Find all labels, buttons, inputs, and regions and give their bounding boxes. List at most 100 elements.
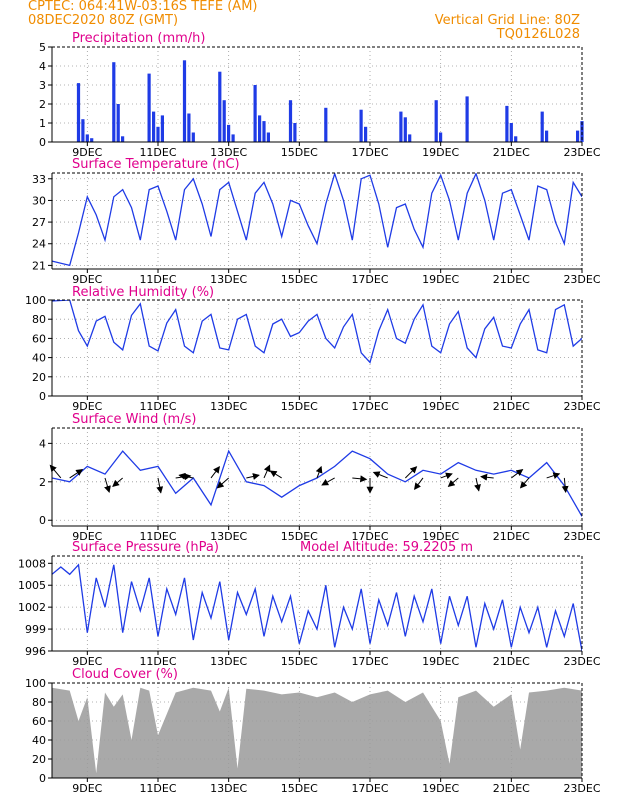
- x-tick-label: 23DEC: [563, 146, 600, 159]
- x-tick-label: 19DEC: [422, 146, 459, 159]
- precip-bar: [112, 62, 116, 143]
- x-tick-label: 9DEC: [72, 655, 102, 668]
- x-tick-label: 23DEC: [563, 655, 600, 668]
- header-station: CPTEC: 064:41W-03:16S TEFE (AM): [28, 0, 258, 14]
- x-tick-label: 17DEC: [351, 400, 388, 413]
- wind-vector-arrow: [414, 477, 424, 491]
- precip-bar: [218, 71, 222, 142]
- precip-bar: [545, 130, 549, 142]
- precip-bar: [147, 73, 151, 142]
- x-tick-label: 21DEC: [493, 273, 530, 286]
- wind-vector-arrow: [519, 477, 530, 489]
- wind-vector-arrow: [474, 477, 481, 492]
- x-tick-label: 17DEC: [351, 530, 388, 543]
- wind-vector-arrow: [315, 465, 323, 479]
- precip-bar: [116, 104, 120, 142]
- precip-bar: [76, 83, 81, 142]
- panel-5: 996 999 1002 1005 1008 9DEC 11DEC 13DEC 15DEC 17D…: [18, 540, 601, 668]
- x-tick-label: 17DEC: [351, 655, 388, 668]
- y-tick-label: 100: [25, 677, 46, 690]
- y-tick-label: 0: [39, 390, 46, 403]
- y-tick-label: 40: [32, 352, 46, 365]
- wind-vector-arrow: [352, 475, 368, 483]
- x-tick-label: 21DEC: [493, 146, 530, 159]
- panel-title: Precipitation (mm/h): [72, 31, 205, 46]
- x-tick-label: 13DEC: [210, 400, 247, 413]
- wind-vector-arrow: [263, 464, 271, 479]
- precip-bar: [359, 109, 363, 142]
- x-tick-label: 19DEC: [422, 400, 459, 413]
- y-tick-label: 40: [32, 734, 46, 747]
- y-tick-label: 60: [32, 715, 46, 728]
- x-tick-label: 15DEC: [281, 655, 318, 668]
- x-tick-label: 15DEC: [281, 530, 318, 543]
- header-run-date: 08DEC2020 80Z (GMT): [28, 13, 179, 28]
- x-tick-label: 15DEC: [281, 400, 318, 413]
- x-tick-label: 13DEC: [210, 273, 247, 286]
- wind-vector-arrow: [269, 470, 282, 479]
- wind-vector-arrow: [210, 466, 221, 479]
- y-tick-label: 27: [32, 216, 46, 229]
- x-tick-label: 21DEC: [493, 530, 530, 543]
- y-tick-label: 3: [39, 79, 46, 92]
- x-tick-label: 11DEC: [139, 146, 176, 159]
- precip-bar: [182, 60, 187, 142]
- y-tick-label: 1008: [18, 557, 46, 570]
- y-tick-label: 80: [32, 696, 46, 709]
- panel-6: 0 20 40 60 80 100 9DEC 11DEC 13DEC 15DEC 17DEC 19DE…: [25, 667, 601, 795]
- y-tick-label: 2: [39, 98, 46, 111]
- precip-bar: [253, 85, 257, 142]
- precip-bar: [191, 132, 195, 142]
- y-tick-label: 4: [39, 60, 46, 73]
- header-grid-note: Vertical Grid Line: 80Z: [434, 13, 580, 28]
- y-tick-label: 60: [32, 332, 46, 345]
- x-tick-label: 11DEC: [139, 273, 176, 286]
- series-line: [52, 300, 582, 364]
- precip-bar: [364, 126, 368, 142]
- wind-vector-arrow: [156, 477, 164, 494]
- x-tick-label: 23DEC: [563, 782, 600, 795]
- precip-bar: [399, 111, 403, 142]
- panel-annotation: Model Altitude: 59.2205 m: [300, 540, 473, 555]
- x-tick-label: 15DEC: [281, 273, 318, 286]
- y-tick-label: 1005: [18, 579, 46, 592]
- series-line: [52, 563, 582, 651]
- x-tick-label: 9DEC: [72, 273, 102, 286]
- x-tick-label: 23DEC: [563, 273, 600, 286]
- precip-bar: [465, 96, 469, 142]
- x-tick-label: 19DEC: [422, 782, 459, 795]
- y-tick-label: 33: [32, 173, 46, 186]
- precip-bar: [81, 119, 85, 142]
- panel-4: 0 2 4 9DEC 11DEC 13DEC 15DEC 17DEC 19DEC 21DEC 23D…: [39, 412, 601, 543]
- y-tick-label: 999: [25, 623, 46, 636]
- precip-bar: [505, 105, 509, 142]
- x-tick-label: 13DEC: [210, 146, 247, 159]
- x-tick-label: 13DEC: [210, 530, 247, 543]
- series-line: [52, 449, 582, 517]
- x-tick-label: 21DEC: [493, 782, 530, 795]
- x-tick-label: 11DEC: [139, 530, 176, 543]
- x-tick-label: 11DEC: [139, 655, 176, 668]
- y-tick-label: 1: [39, 117, 46, 130]
- precip-bar: [222, 100, 226, 142]
- y-tick-label: 996: [25, 645, 46, 658]
- precip-bar: [540, 111, 544, 142]
- precip-bar: [187, 113, 191, 142]
- wind-vector-arrow: [372, 471, 388, 479]
- series-line: [52, 173, 582, 267]
- y-tick-label: 4: [39, 437, 46, 450]
- precip-bar: [156, 126, 160, 142]
- header-model-code: TQ0126L028: [496, 27, 580, 42]
- precip-bar: [227, 124, 231, 142]
- y-tick-label: 20: [32, 753, 46, 766]
- precip-bar: [324, 107, 328, 142]
- precip-bar: [85, 134, 89, 142]
- x-tick-label: 19DEC: [422, 530, 459, 543]
- x-tick-label: 23DEC: [563, 530, 600, 543]
- y-tick-label: 30: [32, 194, 46, 207]
- precip-bar: [514, 136, 518, 142]
- wind-vector-arrow: [216, 477, 229, 489]
- x-tick-label: 9DEC: [72, 782, 102, 795]
- y-tick-label: 24: [32, 238, 46, 251]
- wind-vector-arrow: [440, 472, 453, 480]
